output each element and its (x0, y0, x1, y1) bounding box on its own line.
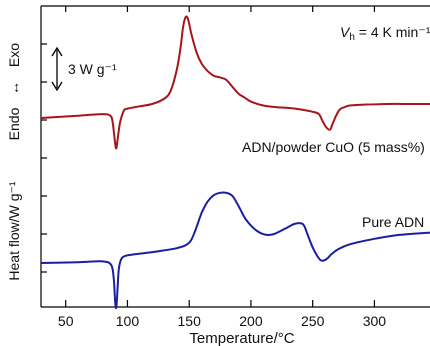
y-axis-label: Heat flow/W g⁻¹ (6, 181, 22, 281)
heating-rate-value: = 4 K min⁻¹ (355, 24, 430, 40)
series-line-pure-adn (40, 191, 430, 310)
x-tick-label: 200 (239, 313, 263, 329)
series-layer (40, 15, 430, 310)
scale-bar-label: 3 W g⁻¹ (68, 61, 117, 77)
x-tick-label: 150 (178, 313, 202, 329)
heating-rate-symbol: V (340, 24, 351, 40)
y-tick-marks (41, 43, 47, 273)
x-tick-label: 250 (301, 313, 325, 329)
x-tick-label: 300 (363, 313, 387, 329)
plot-frame (40, 5, 430, 308)
y-axis-label-endo: Endo (6, 107, 22, 140)
scale-bar (51, 46, 63, 92)
series-label-cuo: ADN/powder CuO (5 mass%) (242, 139, 425, 155)
x-tick-label: 100 (116, 313, 140, 329)
x-ticks: 50 100 150 200 250 300 (58, 6, 386, 329)
y-axis-label-exo: Exo (6, 43, 22, 67)
series-line-adn-cuo (40, 15, 430, 150)
heating-rate-subscript: h (349, 32, 355, 43)
series-label-pure-adn: Pure ADN (362, 214, 424, 230)
x-axis-label: Temperature/°C (189, 330, 294, 346)
heating-rate-label: Vh = 4 K min⁻¹ (340, 24, 430, 43)
y-axis-label-arrow: ↔ (6, 81, 22, 95)
x-tick-label: 50 (58, 313, 74, 329)
